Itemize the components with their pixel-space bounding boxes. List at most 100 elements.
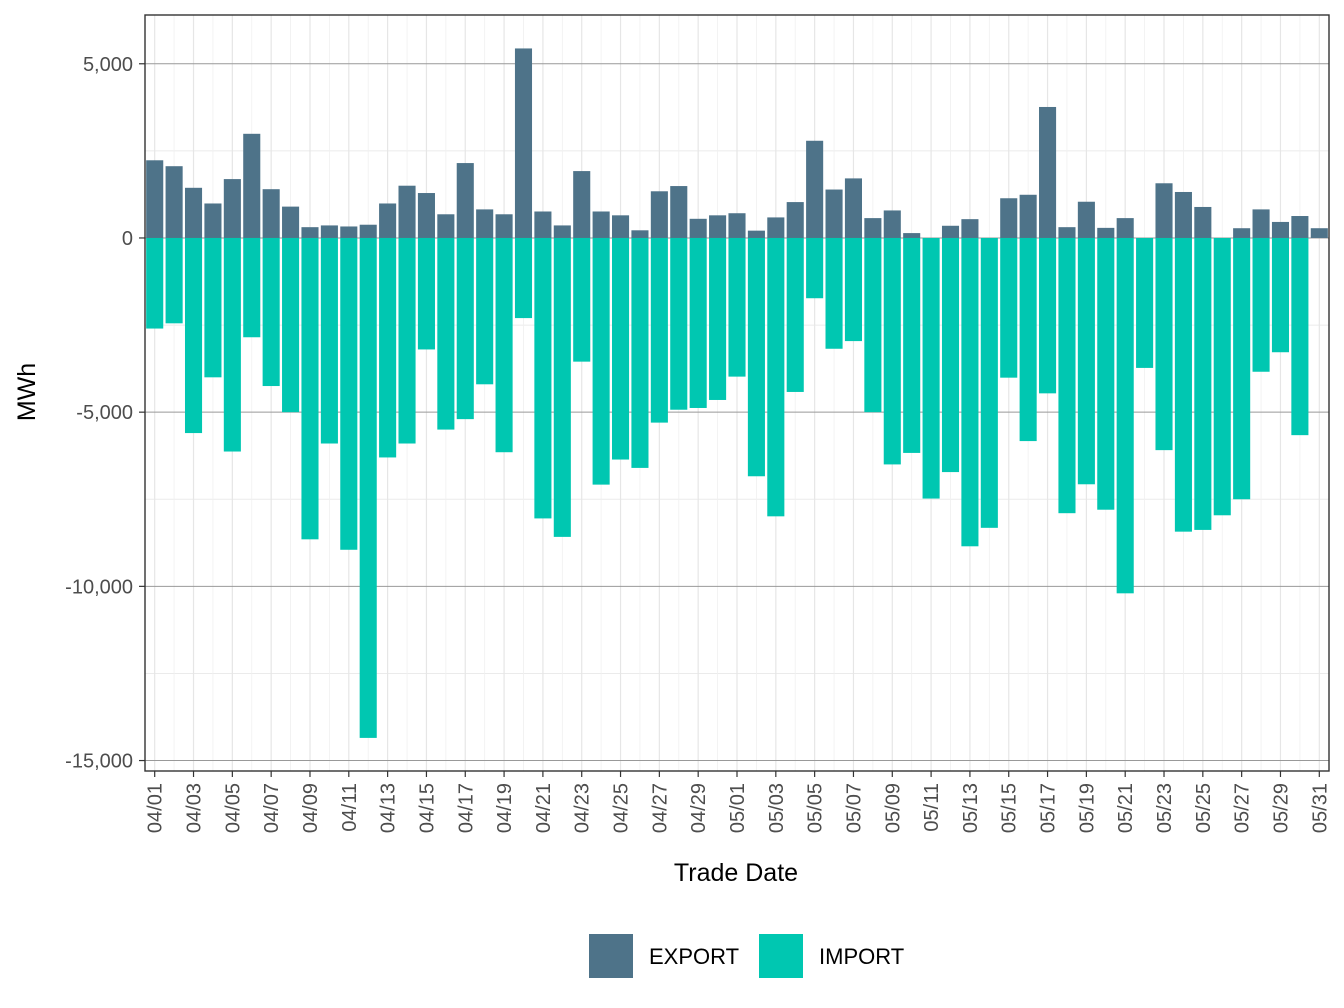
bar-export-05-13 xyxy=(961,219,979,238)
bar-export-04-16 xyxy=(437,214,455,238)
x-tick-label: 05/25 xyxy=(1193,783,1215,833)
bar-import-05-15 xyxy=(1000,237,1018,378)
x-tick-label: 05/07 xyxy=(843,783,865,833)
bar-import-04-29 xyxy=(689,237,707,408)
x-tick-label: 05/03 xyxy=(766,783,788,833)
x-tick-label: 05/29 xyxy=(1270,783,1292,833)
bar-export-04-09 xyxy=(301,227,319,238)
bar-export-05-06 xyxy=(825,189,843,238)
bar-import-05-09 xyxy=(883,237,901,465)
bar-export-05-27 xyxy=(1233,228,1251,238)
bar-export-05-24 xyxy=(1174,191,1192,238)
bar-import-04-08 xyxy=(282,237,300,413)
y-tick-label: -5,000 xyxy=(76,402,133,424)
bar-import-04-06 xyxy=(243,237,261,338)
x-tick-label: 04/19 xyxy=(494,783,516,833)
bar-import-05-06 xyxy=(825,237,843,349)
bar-import-05-23 xyxy=(1155,237,1173,451)
bar-import-05-08 xyxy=(864,237,882,413)
bar-import-05-21 xyxy=(1116,237,1134,594)
bar-import-04-14 xyxy=(398,237,416,444)
bar-export-05-21 xyxy=(1116,218,1134,238)
x-tick-label: 04/09 xyxy=(300,783,322,833)
bar-export-04-03 xyxy=(184,187,203,238)
bar-import-04-10 xyxy=(320,237,338,444)
bar-export-05-16 xyxy=(1019,194,1037,238)
bar-export-05-08 xyxy=(864,218,882,238)
bar-import-05-25 xyxy=(1194,237,1212,530)
bar-import-04-24 xyxy=(592,237,610,485)
bar-export-04-11 xyxy=(340,226,358,238)
legend-label-import: IMPORT xyxy=(819,944,904,969)
y-tick-label: -15,000 xyxy=(65,751,133,773)
bar-import-04-27 xyxy=(650,237,668,423)
bar-import-04-26 xyxy=(631,237,649,468)
bar-export-05-20 xyxy=(1097,227,1115,238)
bar-export-05-09 xyxy=(883,210,901,238)
bar-import-05-03 xyxy=(767,237,785,517)
bar-import-05-18 xyxy=(1058,237,1076,514)
bar-import-04-11 xyxy=(340,237,358,550)
bar-import-05-14 xyxy=(980,237,998,528)
bar-export-05-19 xyxy=(1077,201,1095,238)
bar-import-05-07 xyxy=(844,237,862,342)
bar-import-04-22 xyxy=(553,237,571,537)
bar-import-05-01 xyxy=(728,237,746,377)
x-tick-label: 04/23 xyxy=(572,783,594,833)
bar-import-05-02 xyxy=(747,237,765,477)
bar-import-04-17 xyxy=(456,237,474,420)
bar-export-04-18 xyxy=(476,209,494,238)
bar-export-05-18 xyxy=(1058,227,1076,238)
bar-import-05-29 xyxy=(1271,237,1290,353)
bar-export-05-04 xyxy=(786,202,804,238)
bar-export-05-29 xyxy=(1271,221,1290,238)
bar-export-04-29 xyxy=(689,218,707,238)
legend: EXPORT IMPORT xyxy=(589,934,904,978)
x-tick-label: 05/05 xyxy=(805,783,827,833)
x-tick-label: 05/27 xyxy=(1232,783,1254,833)
bar-import-04-30 xyxy=(709,237,727,400)
bar-export-05-31 xyxy=(1310,228,1328,238)
bar-export-04-10 xyxy=(320,225,338,238)
y-tick-label: -10,000 xyxy=(65,576,133,598)
bar-import-05-17 xyxy=(1039,237,1057,394)
bar-export-04-22 xyxy=(553,225,571,238)
bar-export-04-05 xyxy=(223,179,241,238)
y-axis: 5,000 0 -5,000 -10,000 -15,000 xyxy=(65,54,145,773)
legend-label-export: EXPORT xyxy=(649,944,739,969)
bar-import-04-03 xyxy=(184,237,203,434)
bar-export-04-12 xyxy=(359,224,377,238)
x-tick-label: 04/29 xyxy=(688,783,710,833)
bar-export-05-07 xyxy=(844,178,862,238)
x-axis-title: Trade Date xyxy=(674,859,798,887)
bar-export-04-28 xyxy=(670,186,688,238)
x-tick-label: 04/21 xyxy=(533,783,555,833)
y-axis-title: MWh xyxy=(13,363,41,421)
bar-import-05-30 xyxy=(1291,237,1309,436)
x-tick-label: 05/31 xyxy=(1309,783,1331,833)
x-tick-label: 05/17 xyxy=(1038,783,1060,833)
bar-import-04-05 xyxy=(223,237,241,452)
bar-export-04-20 xyxy=(514,48,533,238)
bar-export-05-25 xyxy=(1194,206,1212,238)
bar-export-05-23 xyxy=(1155,183,1173,238)
x-tick-label: 04/15 xyxy=(416,783,438,833)
x-tick-label: 05/01 xyxy=(727,783,749,833)
bar-import-05-13 xyxy=(961,237,979,547)
bar-import-05-12 xyxy=(941,237,960,473)
bar-import-04-04 xyxy=(204,237,222,378)
x-tick-label: 05/13 xyxy=(960,783,982,833)
bar-export-04-27 xyxy=(650,191,668,238)
bar-import-04-18 xyxy=(476,237,494,385)
bar-export-05-02 xyxy=(747,230,765,238)
bar-export-04-30 xyxy=(709,215,727,238)
x-axis: 04/01 04/03 04/05 04/07 04/09 04/11 04/13 04/15… xyxy=(145,771,1331,833)
bar-export-04-02 xyxy=(165,166,183,238)
bar-export-04-13 xyxy=(379,203,397,238)
bar-export-04-08 xyxy=(282,206,300,238)
bars-layer xyxy=(146,48,1328,738)
bar-export-04-01 xyxy=(146,160,164,238)
x-tick-label: 05/23 xyxy=(1154,783,1176,833)
